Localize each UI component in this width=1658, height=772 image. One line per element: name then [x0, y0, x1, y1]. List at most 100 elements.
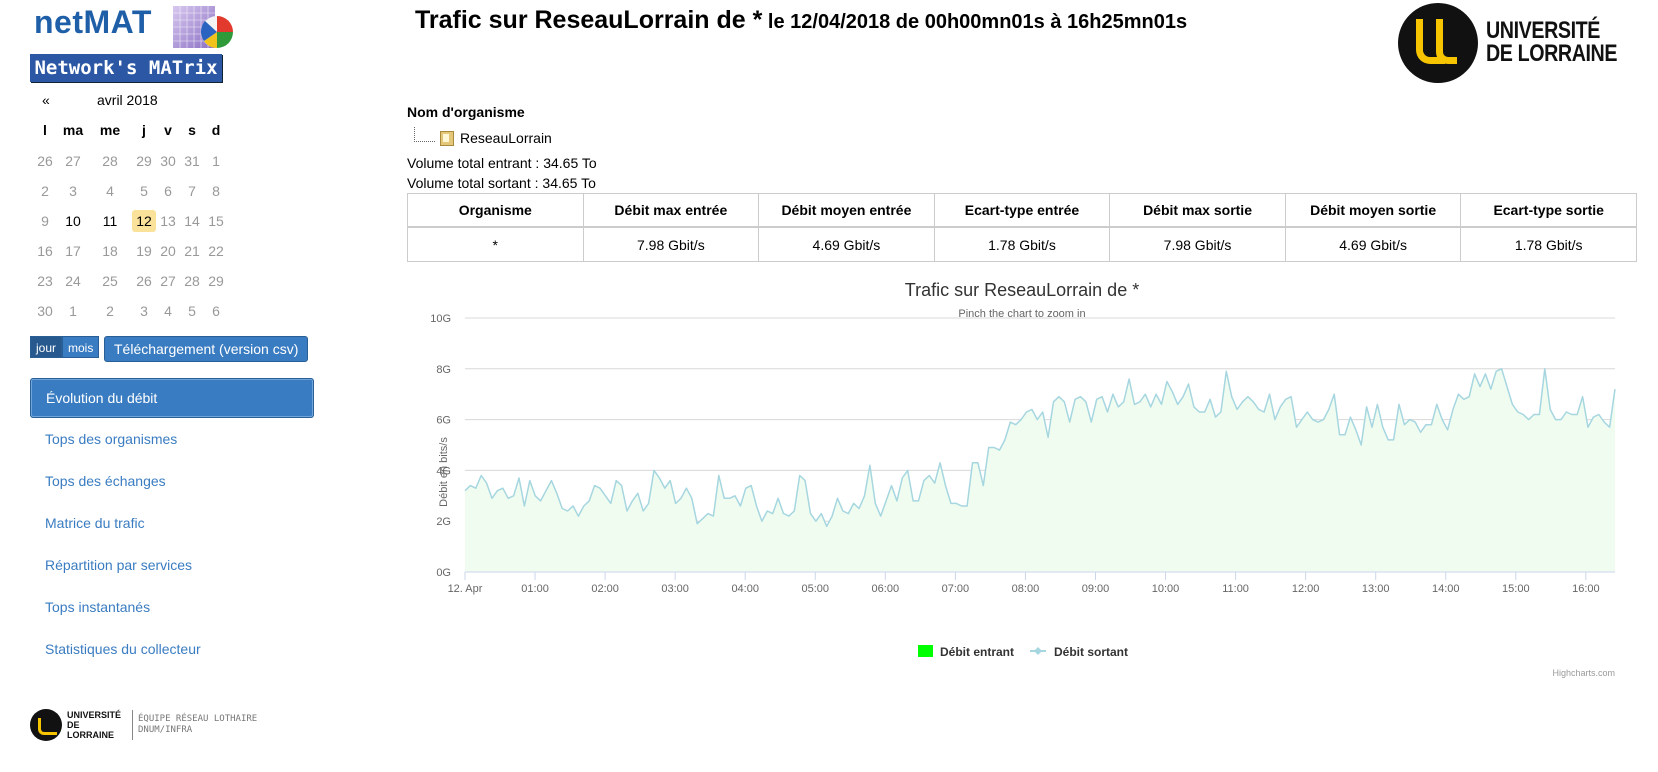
calendar-day-selected[interactable]: 12 [132, 206, 156, 236]
previous-month-button[interactable]: « [42, 92, 50, 108]
y-tick-label: 10G [430, 313, 451, 325]
weekday-header: v [164, 122, 172, 138]
chart-subtitle: Pinch the chart to zoom in [958, 308, 1085, 320]
footer-university-line2: DE LORRAINE [67, 720, 114, 740]
y-axis-title: Débit en bits/s [438, 437, 450, 507]
legend-label-sortant[interactable]: Débit sortant [1054, 645, 1128, 659]
x-tick-label: 01:00 [521, 583, 549, 595]
nav-item-evolution[interactable]: Évolution du débit [30, 378, 314, 418]
month-mode-button[interactable]: mois [62, 336, 100, 358]
footer-team-line1: ÉQUIPE RÉSEAU LOTHAIRE [138, 714, 258, 724]
university-name: UNIVERSITÉ DE LORRAINE [1486, 19, 1617, 66]
day-mode-button[interactable]: jour [30, 336, 63, 358]
nav-item-collector-stats[interactable]: Statistiques du collecteur [45, 641, 201, 657]
nav-item-top-organisations[interactable]: Tops des organismes [45, 431, 178, 447]
calendar-day[interactable]: 10 [65, 213, 81, 229]
x-tick-label: 03:00 [661, 583, 689, 595]
netmat-logo: netMAT Network's MATrix [30, 4, 233, 82]
calendar-day: 30 [160, 153, 176, 169]
tree-item-reseaulorrain[interactable]: ReseauLorrain [460, 130, 552, 146]
calendar-day: 4 [106, 183, 114, 199]
chart-title: Trafic sur ReseauLorrain de * [905, 280, 1139, 300]
x-tick-label: 10:00 [1152, 583, 1180, 595]
nav-item-traffic-matrix[interactable]: Matrice du trafic [45, 515, 145, 531]
table-cell: 7.98 Gbit/s [582, 226, 760, 262]
footer-separator [132, 710, 133, 740]
calendar-day: 5 [140, 183, 148, 199]
brand-tagline: Network's MATrix [30, 54, 222, 82]
traffic-chart[interactable]: Trafic sur ReseauLorrain de * Pinch the … [407, 270, 1637, 680]
x-tick-label: 12:00 [1292, 583, 1320, 595]
weekday-header: l [43, 122, 47, 138]
calendar-day: 28 [184, 273, 200, 289]
brand-name: netMAT [34, 4, 152, 40]
calendar-grid: l ma me j v s d 26 27 28 29 30 31 1 2 3 [32, 114, 228, 326]
calendar-day: 23 [37, 273, 53, 289]
calendar-day: 1 [212, 153, 220, 169]
calendar-day: 6 [164, 183, 172, 199]
calendar-day: 1 [69, 303, 77, 319]
calendar-day: 9 [41, 213, 49, 229]
table-cell: 1.78 Gbit/s [933, 226, 1111, 262]
calendar-day: 6 [212, 303, 220, 319]
calendar-day: 13 [160, 213, 176, 229]
chart-legend: Débit entrant Débit sortant [918, 645, 1128, 659]
university-logo: UNIVERSITÉ DE LORRAINE [1398, 3, 1630, 83]
column-header: Débit max entrée [582, 193, 760, 228]
calendar-day: 7 [188, 183, 196, 199]
nav-item-top-exchanges[interactable]: Tops des échanges [45, 473, 166, 489]
series-area-entrant [465, 368, 1615, 572]
organisation-label: Nom d'organisme [407, 104, 525, 120]
folder-icon [440, 130, 454, 146]
side-nav: Évolution du débit Tops des organismes T… [30, 378, 314, 670]
legend-marker-sortant [1034, 647, 1042, 655]
y-tick-label: 8G [436, 364, 451, 376]
university-emblem-icon [30, 709, 62, 741]
month-label: avril 2018 [97, 92, 158, 108]
page-title-period: le 12/04/2018 de 00h00mn01s à 16h25mn01s [762, 11, 1188, 33]
calendar-day: 4 [164, 303, 172, 319]
stats-table: Organisme Débit max entrée Débit moyen e… [407, 193, 1637, 262]
x-tick-label: 08:00 [1012, 583, 1040, 595]
x-tick-label: 16:00 [1572, 583, 1600, 595]
footer-logo: UNIVERSITÉ DE LORRAINE ÉQUIPE RÉSEAU LOT… [30, 708, 257, 742]
x-tick-label: 06:00 [872, 583, 900, 595]
calendar-day: 27 [65, 153, 81, 169]
csv-download-button[interactable]: Téléchargement (version csv) [104, 336, 309, 362]
calendar-day: 22 [208, 243, 224, 259]
x-tick-label: 04:00 [731, 583, 759, 595]
calendar-day: 15 [208, 213, 224, 229]
y-tick-label: 6G [436, 415, 451, 427]
calendar-day: 2 [41, 183, 49, 199]
table-cell: 4.69 Gbit/s [1284, 226, 1462, 262]
selected-day-label: 12 [132, 210, 156, 232]
date-picker: « avril 2018 l ma me j v s d 26 27 28 29… [32, 86, 232, 326]
legend-swatch-entrant [918, 645, 933, 657]
stats-header-row: Organisme Débit max entrée Débit moyen e… [407, 193, 1637, 228]
calendar-day[interactable]: 11 [102, 213, 118, 229]
calendar-day: 26 [37, 153, 53, 169]
nav-item-instant-tops[interactable]: Tops instantanés [45, 599, 151, 615]
page-title: Trafic sur ReseauLorrain de * le 12/04/2… [415, 6, 1187, 35]
x-tick-label: 11:00 [1222, 583, 1249, 595]
axis-layer: 0G 2G 4G 6G 8G 10G 12. Apr 01:00 02:00 03:00 04:00… [430, 313, 1615, 595]
calendar-day: 21 [184, 243, 200, 259]
legend-label-entrant[interactable]: Débit entrant [940, 645, 1014, 659]
column-header: Ecart-type sortie [1460, 193, 1637, 228]
calendar-day: 3 [140, 303, 148, 319]
nav-item-services[interactable]: Répartition par services [45, 557, 193, 573]
table-row: * 7.98 Gbit/s 4.69 Gbit/s 1.78 Gbit/s 7.… [407, 226, 1637, 262]
x-tick-label: 05:00 [802, 583, 830, 595]
volume-in: Volume total entrant : 34.65 To [407, 155, 597, 171]
tree-branch-icon [414, 126, 435, 142]
calendar-day: 19 [136, 243, 152, 259]
weekday-header: ma [62, 122, 84, 138]
table-cell: 7.98 Gbit/s [1109, 226, 1286, 262]
calendar-day: 5 [188, 303, 196, 319]
calendar-day: 16 [37, 243, 53, 259]
calendar-day: 24 [65, 273, 81, 289]
page-title-main: Trafic sur ReseauLorrain de * [415, 6, 763, 34]
calendar-day: 2 [106, 303, 114, 319]
calendar-day: 29 [136, 153, 152, 169]
chart-credits[interactable]: Highcharts.com [1552, 668, 1615, 678]
